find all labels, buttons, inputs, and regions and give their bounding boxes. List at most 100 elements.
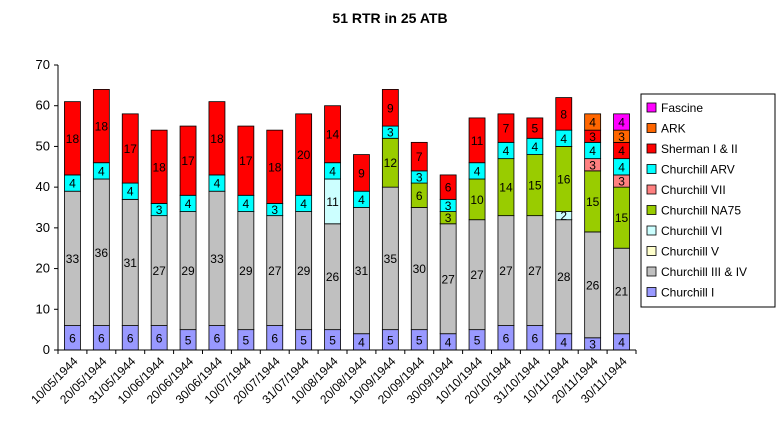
y-tick-label: 30	[36, 220, 50, 235]
data-label: 12	[384, 156, 398, 170]
data-label: 15	[586, 195, 600, 209]
legend-label: ARK	[661, 122, 686, 136]
data-label: 18	[152, 160, 166, 174]
data-label: 27	[268, 264, 282, 278]
data-label: 4	[618, 116, 625, 130]
data-label: 2	[560, 209, 567, 223]
data-label: 27	[528, 264, 542, 278]
data-label: 15	[528, 179, 542, 193]
data-label: 6	[416, 189, 423, 203]
bar-segment	[410, 141, 428, 172]
data-label: 6	[69, 331, 76, 345]
data-label: 4	[69, 177, 76, 191]
data-label: 4	[300, 197, 307, 211]
data-label: 11	[471, 134, 484, 148]
data-label: 3	[618, 130, 625, 144]
bar-segment	[439, 174, 457, 200]
data-label: 5	[243, 333, 250, 347]
data-label: 31	[124, 256, 138, 270]
data-label: 3	[445, 199, 452, 213]
data-label: 27	[441, 272, 455, 286]
data-label: 8	[560, 107, 567, 121]
chart-title: 51 RTR in 25 ATB	[332, 10, 447, 26]
y-tick-label: 20	[36, 261, 50, 276]
legend-swatch	[646, 225, 657, 236]
data-label: 4	[243, 197, 250, 211]
data-label: 4	[618, 144, 625, 158]
data-label: 17	[124, 142, 138, 156]
data-label: 21	[615, 284, 629, 298]
data-label: 35	[384, 252, 398, 266]
legend-swatch	[646, 123, 657, 133]
legend-swatch	[646, 287, 657, 297]
data-label: 28	[557, 270, 571, 284]
bar-segment	[381, 89, 399, 127]
data-label: 4	[445, 335, 452, 349]
data-label: 29	[181, 264, 195, 278]
data-label: 4	[214, 177, 221, 191]
bar-segment	[468, 117, 486, 164]
data-label: 3	[156, 203, 163, 217]
data-label: 17	[181, 154, 195, 168]
data-label: 10	[470, 193, 484, 207]
legend-label: Churchill V	[661, 245, 719, 259]
data-label: 4	[329, 164, 336, 178]
data-label: 27	[499, 264, 513, 278]
data-label: 7	[416, 150, 423, 164]
y-tick-label: 10	[36, 301, 50, 316]
data-label: 4	[358, 193, 365, 207]
bar-segment	[64, 101, 81, 176]
bar-segment	[613, 113, 630, 131]
bars: 6334186364186314176273185294176334185294…	[64, 89, 630, 351]
data-label: 5	[416, 333, 423, 347]
data-label: 3	[589, 337, 596, 351]
y-tick-label: 60	[36, 98, 50, 113]
data-label: 6	[532, 331, 539, 345]
bar-segment	[353, 154, 370, 192]
y-tick-label: 40	[36, 179, 50, 194]
legend-label: Churchill I	[661, 286, 714, 300]
data-label: 14	[326, 128, 340, 142]
legend-swatch	[646, 184, 657, 195]
data-label: 4	[474, 164, 481, 178]
legend-label: Fascine	[661, 101, 703, 115]
data-label: 27	[470, 268, 484, 282]
data-label: 6	[127, 331, 134, 345]
data-label: 4	[98, 164, 105, 178]
data-label: 6	[445, 181, 452, 195]
bar-segment	[237, 125, 255, 196]
data-label: 4	[589, 144, 596, 158]
data-label: 27	[152, 264, 166, 278]
data-label: 18	[268, 160, 282, 174]
data-label: 5	[300, 333, 307, 347]
y-tick-label: 0	[43, 342, 50, 357]
y-tick-label: 50	[36, 138, 50, 153]
bar-segment	[92, 89, 110, 164]
data-label: 17	[239, 154, 253, 168]
data-label: 33	[210, 252, 224, 266]
data-label: 4	[618, 335, 625, 349]
data-label: 3	[589, 158, 596, 172]
bar-segment	[208, 101, 226, 176]
data-label: 36	[95, 246, 109, 260]
legend-swatch	[646, 164, 657, 174]
data-label: 26	[326, 270, 340, 284]
data-label: 29	[297, 264, 311, 278]
data-label: 9	[358, 166, 365, 180]
data-label: 16	[557, 173, 571, 187]
data-label: 4	[560, 335, 567, 349]
data-label: 6	[214, 331, 221, 345]
data-label: 3	[387, 126, 394, 140]
data-label: 20	[297, 148, 311, 162]
data-label: 4	[618, 160, 625, 174]
data-label: 15	[615, 211, 629, 225]
data-label: 3	[589, 130, 596, 144]
legend-swatch	[646, 205, 657, 215]
legend-swatch	[646, 266, 657, 277]
legend-swatch	[646, 246, 657, 256]
bar-segment	[555, 97, 573, 131]
bar-segment	[324, 105, 341, 164]
data-label: 6	[503, 331, 510, 345]
data-label: 5	[185, 333, 192, 347]
bar-segment	[584, 113, 602, 131]
